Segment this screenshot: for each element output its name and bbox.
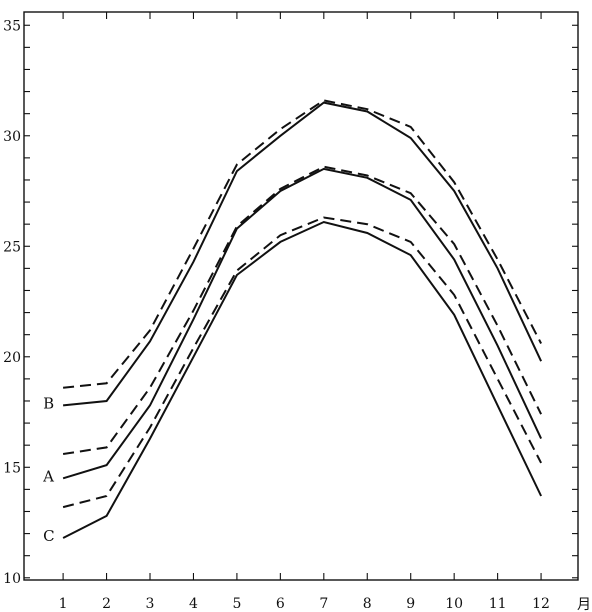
x-tick-label: 9 — [406, 596, 415, 612]
x-tick-label: 10 — [445, 596, 463, 612]
series-label-A: A — [42, 467, 54, 485]
x-tick-label: 2 — [102, 596, 111, 612]
series-label-C: C — [43, 527, 54, 545]
y-tick-label: 15 — [3, 460, 21, 476]
x-tick-label: 8 — [363, 596, 372, 612]
x-tick-label: 3 — [146, 596, 155, 612]
y-tick-label: 20 — [3, 350, 21, 366]
y-tick-label: 25 — [3, 239, 21, 255]
solid-series-line-4 — [62, 220, 543, 539]
y-tick-label: 10 — [3, 571, 21, 587]
axis-ticks — [24, 12, 578, 580]
solid-series-line-0 — [62, 101, 543, 407]
x-unit-label: 月 — [577, 597, 591, 612]
x-tick-label: 5 — [232, 596, 241, 612]
dashed-series-line-3 — [62, 165, 542, 455]
x-tick-label: 4 — [189, 596, 198, 612]
x-tick-label: 11 — [489, 596, 507, 612]
dashed-series-line-5 — [62, 216, 542, 509]
series-label-B: B — [43, 394, 54, 412]
x-tick-label: 6 — [276, 596, 285, 612]
plot-frame — [23, 11, 579, 581]
x-tick-label: 1 — [59, 596, 68, 612]
y-tick-label: 35 — [3, 18, 21, 34]
series-lines — [62, 99, 543, 539]
x-tick-label: 7 — [319, 596, 328, 612]
y-tick-label: 30 — [3, 129, 21, 145]
solid-series-line-2 — [62, 167, 543, 480]
x-tick-label: 12 — [532, 596, 550, 612]
dashed-series-line-1 — [62, 99, 542, 389]
